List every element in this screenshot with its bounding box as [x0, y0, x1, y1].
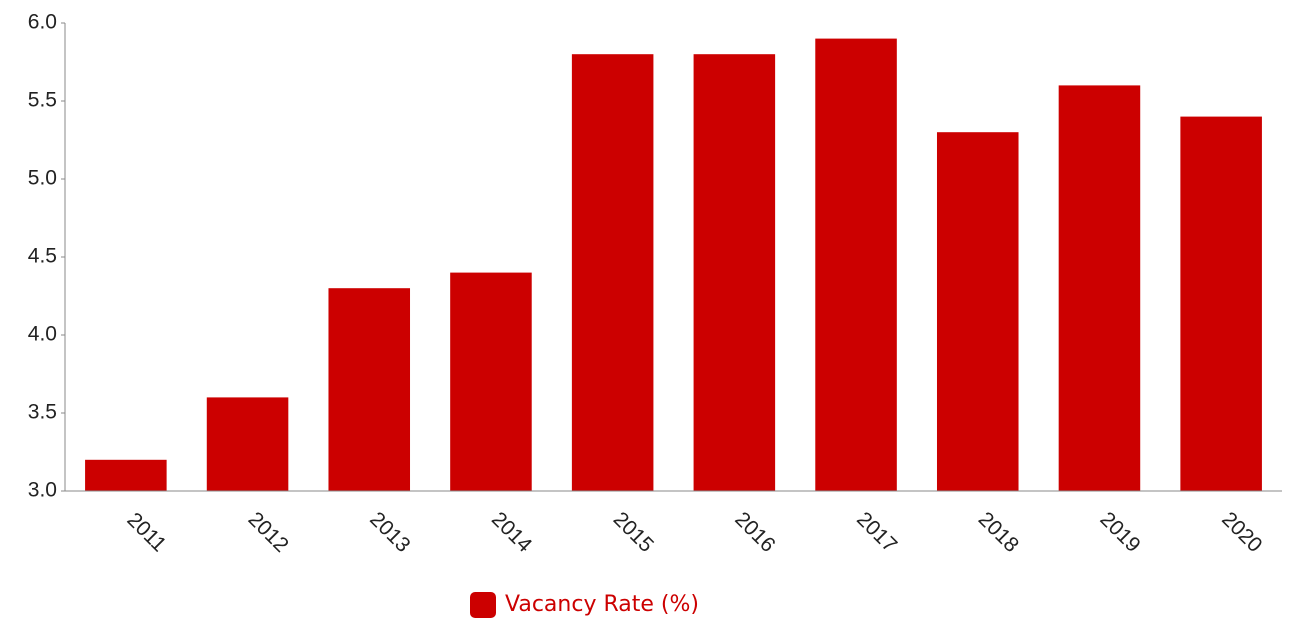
legend-label: Vacancy Rate (%)	[505, 592, 699, 617]
bar	[1058, 85, 1141, 492]
bar	[85, 459, 167, 491]
bar	[1180, 116, 1262, 491]
x-tick-label: 2018	[974, 508, 1023, 557]
x-tick-label: 2011	[122, 508, 170, 556]
x-tick-label: 2015	[609, 508, 658, 557]
bar	[328, 288, 411, 491]
x-tick-label: 2012	[244, 508, 293, 557]
x-tick-label: 2013	[365, 508, 414, 557]
x-tick-label: 2017	[852, 508, 901, 557]
x-tick-label: 2014	[487, 508, 537, 558]
x-tick-label: 2019	[1095, 508, 1144, 557]
bar	[815, 38, 897, 491]
bar	[693, 54, 776, 491]
x-tick-label: 2020	[1217, 508, 1266, 557]
bar	[571, 54, 654, 491]
y-tick-label: 6.0	[28, 11, 57, 34]
bar	[206, 397, 289, 491]
y-tick-label: 5.5	[28, 89, 57, 112]
x-tick-label: 2016	[730, 508, 779, 557]
y-tick-label: 3.0	[28, 479, 57, 502]
y-tick-label: 4.5	[28, 245, 57, 268]
y-tick-label: 4.0	[28, 323, 57, 346]
y-tick-label: 3.5	[28, 401, 57, 424]
y-tick-label: 5.0	[28, 167, 57, 190]
bar	[450, 272, 532, 491]
legend-swatch	[470, 592, 496, 618]
bar	[936, 132, 1019, 491]
